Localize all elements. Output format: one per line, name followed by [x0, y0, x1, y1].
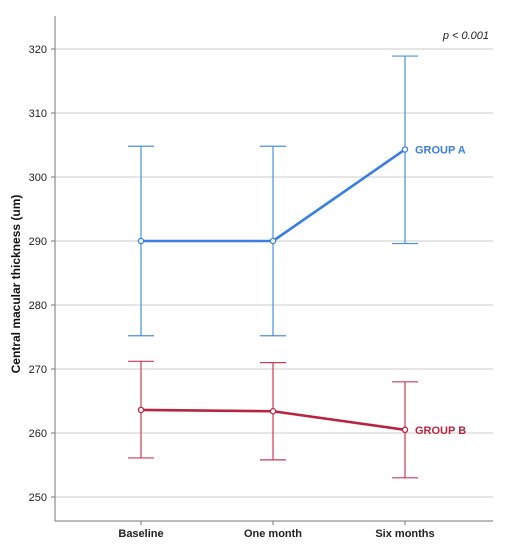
data-point [269, 407, 277, 415]
data-point [401, 426, 409, 434]
series-label-group-a: GROUP A [415, 144, 466, 156]
y-axis-label: Central macular thickness (um) [9, 195, 23, 374]
label-layer: Central macular thickness (um) p < 0.001… [9, 30, 489, 437]
axis-layer: 250 260 270 280 290 300 310 320 Baseline One mont… [29, 16, 493, 540]
y-tick-label: 250 [29, 492, 47, 504]
series-group-b [128, 360, 418, 479]
y-tick-label: 290 [29, 236, 47, 248]
data-point [401, 146, 409, 153]
series-label-group-b: GROUP B [415, 425, 466, 437]
x-tick-label: Six months [375, 528, 434, 540]
series-layer [128, 55, 418, 479]
data-point [137, 406, 145, 414]
y-tick-label: 300 [29, 172, 47, 184]
y-tick-label: 260 [29, 428, 47, 440]
data-point [137, 237, 145, 245]
y-tick-label: 320 [29, 44, 47, 56]
x-tick-label: Baseline [118, 528, 163, 540]
p-value-annotation: p < 0.001 [442, 30, 489, 42]
series-group-a [128, 55, 418, 337]
x-tick-label: One month [244, 528, 302, 540]
y-tick-label: 310 [29, 108, 47, 120]
y-tick-label: 270 [29, 364, 47, 376]
data-point [269, 237, 277, 245]
y-tick-label: 280 [29, 300, 47, 312]
